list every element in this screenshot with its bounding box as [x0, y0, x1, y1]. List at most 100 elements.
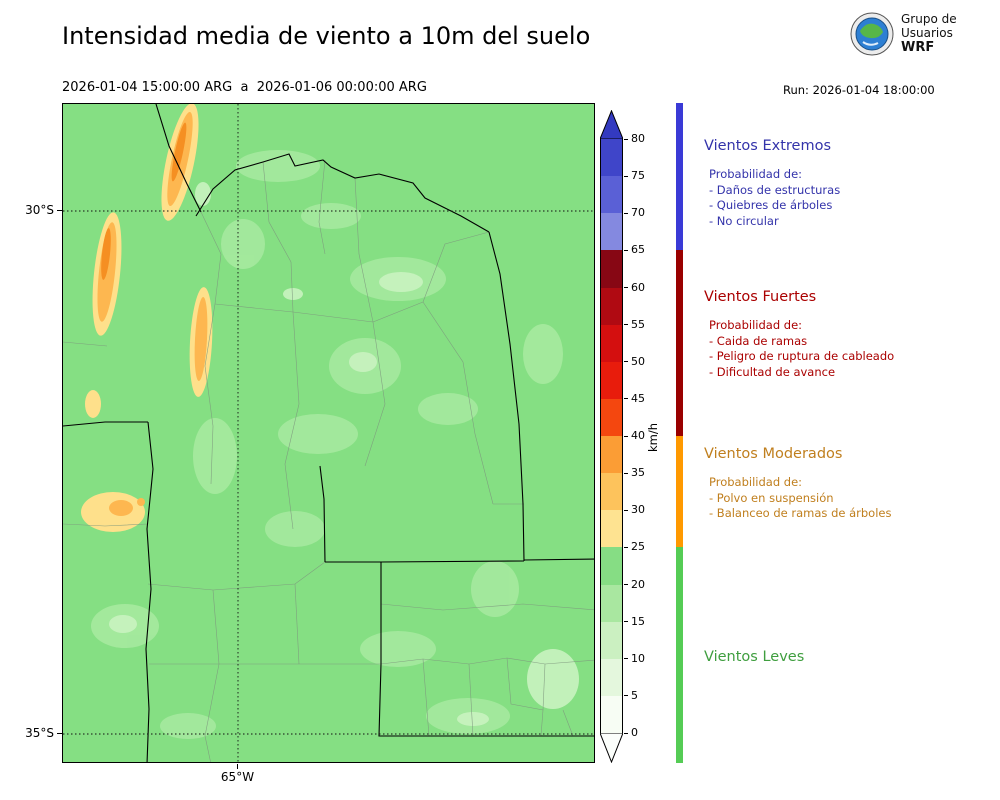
legend-bar-seg-0: [676, 103, 683, 250]
colorbar-tick-label: 75: [631, 169, 645, 183]
map-light-patches: [91, 150, 563, 739]
colorbar-segment: [601, 510, 622, 548]
colorbar-segment: [601, 436, 622, 474]
colorbar-segment: [601, 621, 622, 659]
colorbar-tickmark: [624, 398, 628, 400]
xtickmark-65w: [237, 764, 238, 769]
colorbar-tickmark: [624, 361, 628, 363]
legend-bar-seg-3: [676, 547, 683, 763]
legend-body-fuertes: Probabilidad de: - Caida de ramas - Peli…: [704, 318, 990, 380]
colorbar-tick-label: 65: [631, 243, 645, 257]
legend-line: - Caida de ramas: [709, 333, 808, 348]
logo-line-2: Usuarios: [901, 26, 953, 41]
colorbar-over-arrow: [600, 110, 623, 139]
colorbar-tick-label: 80: [631, 132, 645, 145]
wind-streaks: [81, 104, 213, 532]
legend-body-moderados: Probabilidad de: - Polvo en suspensión -…: [704, 475, 990, 522]
colorbar-tickmark: [624, 435, 628, 437]
colorbar-body: [600, 139, 623, 733]
colorbar-tickmark: [624, 658, 628, 660]
map-pale-patches: [109, 182, 579, 726]
legend-line: - Dificultad de avance: [709, 364, 836, 379]
page-title: Intensidad media de viento a 10m del sue…: [62, 22, 591, 50]
colorbar-tick-label: 40: [631, 429, 645, 442]
colorbar-tick-label: 70: [631, 206, 645, 220]
legend-bar-seg-2: [676, 436, 683, 547]
colorbar-tickmark: [624, 324, 628, 326]
colorbar-tick-label: 10: [631, 651, 645, 665]
colorbar-tickmark: [624, 287, 628, 288]
logo-line-3: WRF: [901, 40, 935, 56]
logo-text: Grupo de Usuarios WRF: [901, 12, 957, 56]
colorbar-tick-label: 60: [631, 280, 645, 294]
colorbar-tick-label: 45: [631, 391, 645, 405]
wind-map-svg: [63, 104, 594, 762]
legend-line: Probabilidad de:: [709, 318, 803, 332]
legend-line: - Polvo en suspensión: [709, 490, 834, 505]
legend-line: Probabilidad de:: [709, 475, 803, 489]
colorbar-segment: [601, 361, 622, 399]
wind-map: [62, 103, 595, 763]
colorbar-segment: [601, 250, 622, 288]
legend-section-0: Vientos Extremos Probabilidad de: - Daño…: [704, 138, 990, 229]
legend-line: - No circular: [709, 213, 779, 228]
department-borders: [63, 159, 594, 762]
legend-line: Probabilidad de:: [709, 167, 803, 181]
logo-line-1: Grupo de: [901, 12, 957, 27]
colorbar-tickmark: [624, 212, 628, 214]
legend-section-3: Vientos Leves: [704, 649, 990, 665]
colorbar-tickmark: [624, 472, 628, 474]
colorbar-tick-label: 25: [631, 540, 645, 554]
legend-body-extremos: Probabilidad de: - Daños de estructuras …: [704, 167, 990, 229]
colorbar-tick-label: 20: [631, 577, 645, 591]
colorbar-segment: [601, 398, 622, 436]
ytickmark-35s: [57, 733, 62, 734]
colorbar-tick-label: 30: [631, 503, 645, 517]
globe-icon: [850, 12, 894, 56]
colorbar-under-arrow: [600, 733, 623, 763]
legend-title-fuertes: Vientos Fuertes: [704, 289, 817, 305]
colorbar-tick-label: 0: [631, 726, 638, 739]
colorbar-tickmark: [624, 584, 628, 585]
legend-line: - Daños de estructuras: [709, 182, 841, 197]
colorbar-tick-label: 55: [631, 317, 645, 331]
colorbar-tick-label: 5: [631, 688, 638, 702]
ytickmark-30s: [57, 210, 62, 211]
province-borders: [63, 104, 594, 762]
colorbar-unit-label: km/h: [646, 422, 660, 452]
colorbar-segment: [601, 176, 622, 214]
legend-line: - Peligro de ruptura de cableado: [709, 349, 895, 363]
colorbar-tickmark: [624, 732, 628, 734]
colorbar-tickmark: [624, 695, 628, 697]
colorbar-tickmark: [624, 138, 628, 140]
colorbar-segment: [601, 287, 622, 325]
legend-title-leves: Vientos Leves: [704, 649, 805, 665]
colorbar-segment: [601, 547, 622, 585]
colorbar-segment: [601, 139, 622, 177]
legend-line: - Balanceo de ramas de árboles: [709, 506, 892, 520]
colorbar-tickmark: [624, 249, 628, 251]
legend-bar-seg-1: [676, 250, 683, 436]
legend-line: - Quiebres de árboles: [709, 198, 833, 212]
colorbar-segment: [601, 695, 622, 733]
colorbar-tickmark: [624, 546, 628, 548]
colorbar-tick-label: 35: [631, 466, 645, 480]
colorbar-segment: [601, 584, 622, 622]
legend-section-2: Vientos Moderados Probabilidad de: - Pol…: [704, 446, 990, 522]
colorbar-tick-label: 15: [631, 614, 645, 628]
xtick-65w: 65°W: [220, 770, 255, 784]
legend-section-1: Vientos Fuertes Probabilidad de: - Caida…: [704, 289, 990, 380]
colorbar-tickmark: [624, 175, 628, 177]
legend-title-moderados: Vientos Moderados: [704, 446, 843, 462]
ytick-30s: 30°S: [25, 203, 54, 217]
colorbar: 0 5 10 15 20 25 30 35 40 45 50 55 60 65 70 75 80: [600, 110, 645, 763]
colorbar-segment: [601, 473, 622, 511]
colorbar-segment: [601, 213, 622, 251]
ytick-35s: 35°S: [25, 726, 54, 740]
colorbar-tickmark: [624, 621, 628, 623]
valid-period: 2026-01-04 15:00:00 ARG a 2026-01-06 00:…: [62, 80, 427, 95]
colorbar-tick-label: 50: [631, 354, 645, 368]
wrf-logo: Grupo de Usuarios WRF: [850, 12, 957, 56]
colorbar-segment: [601, 324, 622, 362]
